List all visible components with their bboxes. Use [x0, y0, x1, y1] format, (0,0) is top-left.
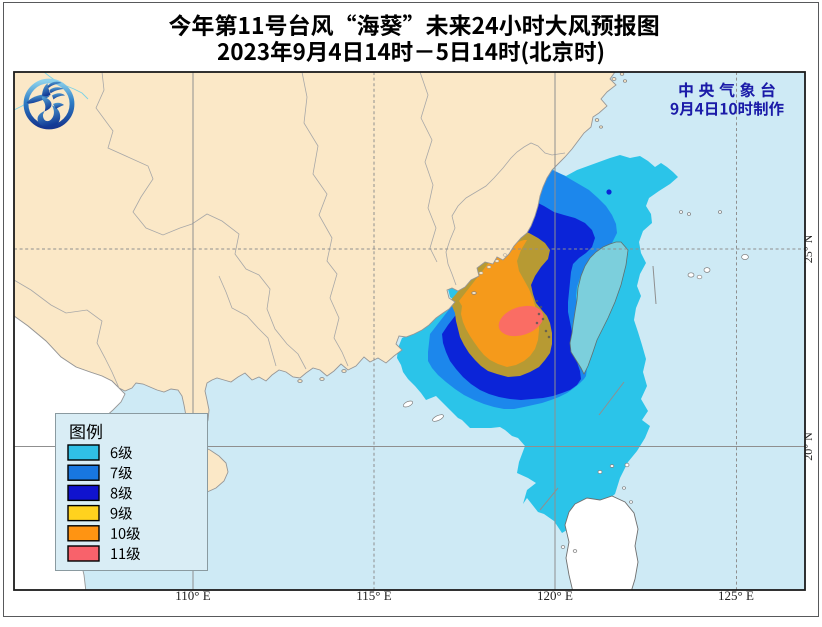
- svg-text:25° N: 25° N: [801, 234, 815, 263]
- svg-text:115° E: 115° E: [356, 588, 391, 603]
- svg-text:125° E: 125° E: [718, 588, 754, 603]
- svg-text:20° N: 20° N: [801, 432, 815, 461]
- svg-text:110° E: 110° E: [175, 588, 210, 603]
- svg-text:120° E: 120° E: [537, 588, 573, 603]
